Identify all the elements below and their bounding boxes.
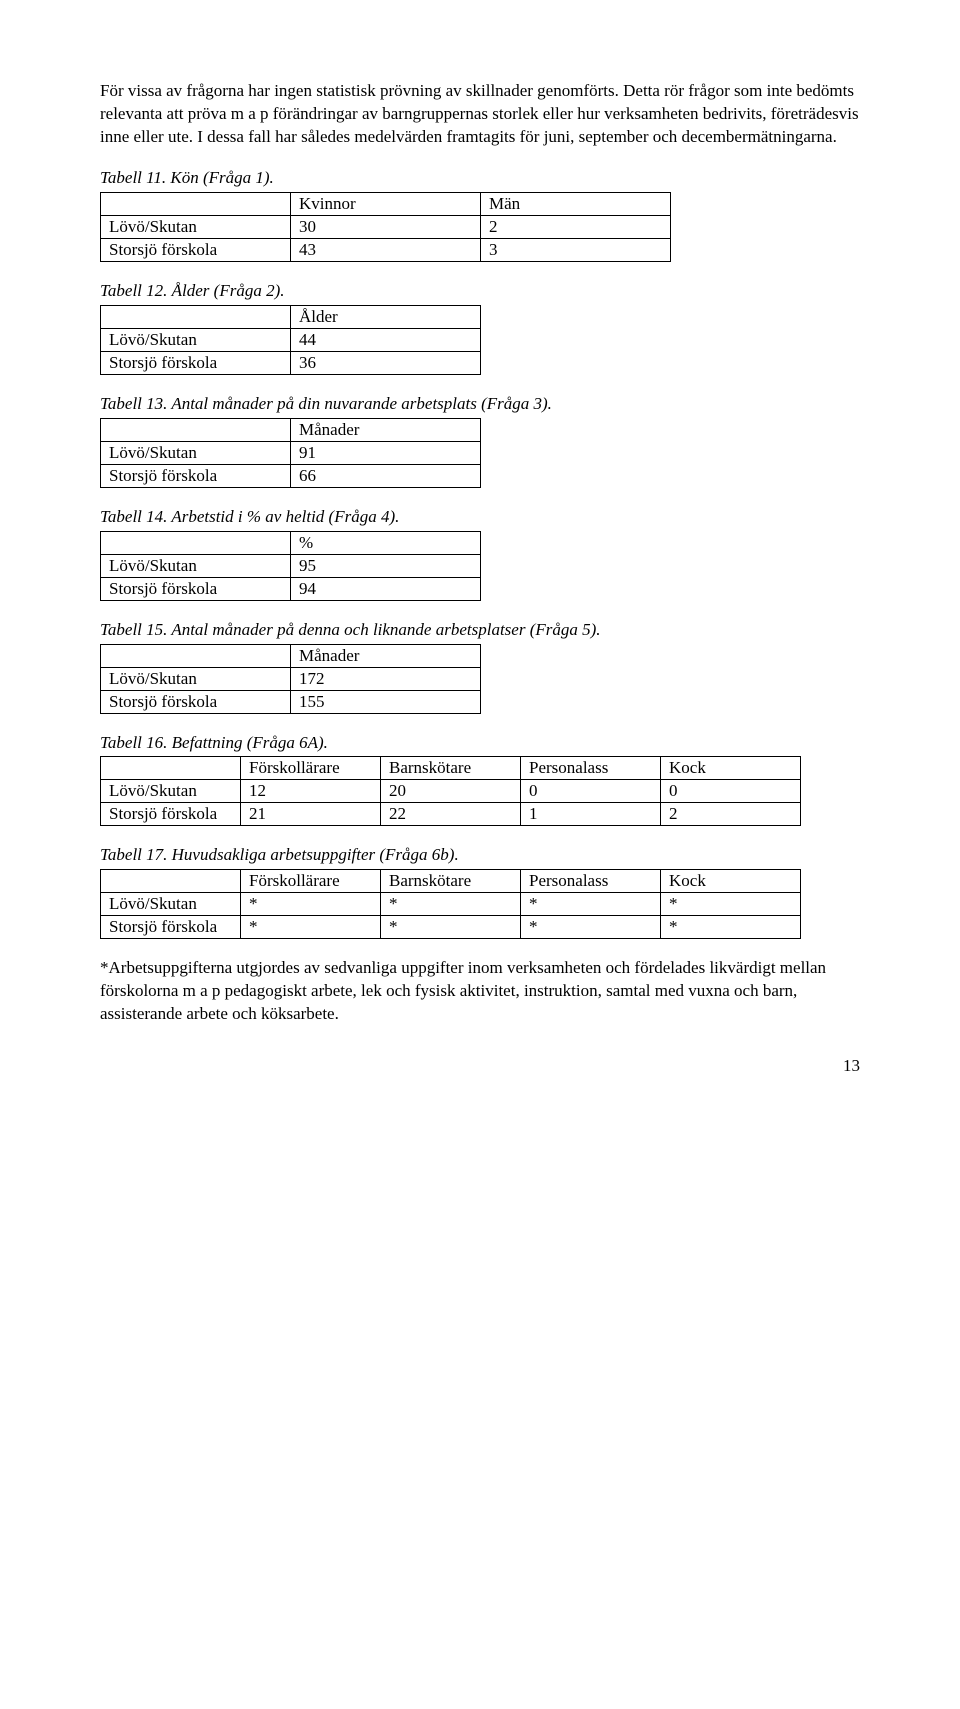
table17-r1-label: Lövö/Skutan — [101, 893, 241, 916]
table16-header-blank — [101, 757, 241, 780]
table15-r2-c1: 155 — [291, 690, 481, 713]
table11-header-man: Män — [481, 192, 671, 215]
table16-r2-c1: 21 — [241, 803, 381, 826]
table11-header-kvinnor: Kvinnor — [291, 192, 481, 215]
table13-header-manader: Månader — [291, 418, 481, 441]
table11-r1-c1: 30 — [291, 215, 481, 238]
table13: Månader Lövö/Skutan 91 Storsjö förskola … — [100, 418, 481, 488]
table16-r2-c2: 22 — [381, 803, 521, 826]
table12-header-blank — [101, 305, 291, 328]
table15: Månader Lövö/Skutan 172 Storsjö förskola… — [100, 644, 481, 714]
table11-r2-c2: 3 — [481, 238, 671, 261]
table12-r1-label: Lövö/Skutan — [101, 328, 291, 351]
table17-r2-c4: * — [661, 916, 801, 939]
table14-r2-c1: 94 — [291, 577, 481, 600]
table16-r1-c1: 12 — [241, 780, 381, 803]
table11-header-blank — [101, 192, 291, 215]
table12-header-alder: Ålder — [291, 305, 481, 328]
table15-r1-label: Lövö/Skutan — [101, 667, 291, 690]
table16-header-forskollarare: Förskollärare — [241, 757, 381, 780]
table15-caption: Tabell 15. Antal månader på denna och li… — [100, 619, 860, 642]
table16-r2-label: Storsjö förskola — [101, 803, 241, 826]
table17-header-kock: Kock — [661, 870, 801, 893]
table16-r2-c3: 1 — [521, 803, 661, 826]
intro-paragraph: För vissa av frågorna har ingen statisti… — [100, 80, 860, 149]
table16-r1-c2: 20 — [381, 780, 521, 803]
table14-header-percent: % — [291, 531, 481, 554]
footnote: *Arbetsuppgifterna utgjordes av sedvanli… — [100, 957, 860, 1026]
table13-r2-label: Storsjö förskola — [101, 464, 291, 487]
table17-header-forskollarare: Förskollärare — [241, 870, 381, 893]
table13-r1-label: Lövö/Skutan — [101, 441, 291, 464]
table17-header-blank — [101, 870, 241, 893]
table17-r1-c4: * — [661, 893, 801, 916]
table17-header-personalass: Personalass — [521, 870, 661, 893]
table17: Förskollärare Barnskötare Personalass Ko… — [100, 869, 801, 939]
table17-r1-c3: * — [521, 893, 661, 916]
table16: Förskollärare Barnskötare Personalass Ko… — [100, 756, 801, 826]
table16-r1-c3: 0 — [521, 780, 661, 803]
table17-r1-c2: * — [381, 893, 521, 916]
table15-r2-label: Storsjö förskola — [101, 690, 291, 713]
table17-r2-c2: * — [381, 916, 521, 939]
table17-r2-label: Storsjö förskola — [101, 916, 241, 939]
table11: Kvinnor Män Lövö/Skutan 30 2 Storsjö för… — [100, 192, 671, 262]
table17-r2-c1: * — [241, 916, 381, 939]
page-number: 13 — [100, 1056, 860, 1076]
table11-r1-label: Lövö/Skutan — [101, 215, 291, 238]
table16-r1-c4: 0 — [661, 780, 801, 803]
table17-caption: Tabell 17. Huvudsakliga arbetsuppgifter … — [100, 844, 860, 867]
table14-caption: Tabell 14. Arbetstid i % av heltid (Fråg… — [100, 506, 860, 529]
table11-r1-c2: 2 — [481, 215, 671, 238]
table16-header-barnskotare: Barnskötare — [381, 757, 521, 780]
table14: % Lövö/Skutan 95 Storsjö förskola 94 — [100, 531, 481, 601]
table16-caption: Tabell 16. Befattning (Fråga 6A). — [100, 732, 860, 755]
table11-r2-label: Storsjö förskola — [101, 238, 291, 261]
table15-header-blank — [101, 644, 291, 667]
table11-r2-c1: 43 — [291, 238, 481, 261]
table12: Ålder Lövö/Skutan 44 Storsjö förskola 36 — [100, 305, 481, 375]
table14-header-blank — [101, 531, 291, 554]
table13-r2-c1: 66 — [291, 464, 481, 487]
table11-caption: Tabell 11. Kön (Fråga 1). — [100, 167, 860, 190]
table12-caption: Tabell 12. Ålder (Fråga 2). — [100, 280, 860, 303]
table13-r1-c1: 91 — [291, 441, 481, 464]
table14-r1-c1: 95 — [291, 554, 481, 577]
table12-r1-c1: 44 — [291, 328, 481, 351]
table17-header-barnskotare: Barnskötare — [381, 870, 521, 893]
table16-header-kock: Kock — [661, 757, 801, 780]
table15-header-manader: Månader — [291, 644, 481, 667]
table17-r2-c3: * — [521, 916, 661, 939]
table13-header-blank — [101, 418, 291, 441]
table12-r2-c1: 36 — [291, 351, 481, 374]
table16-header-personalass: Personalass — [521, 757, 661, 780]
table13-caption: Tabell 13. Antal månader på din nuvarand… — [100, 393, 860, 416]
table16-r2-c4: 2 — [661, 803, 801, 826]
table14-r1-label: Lövö/Skutan — [101, 554, 291, 577]
table14-r2-label: Storsjö förskola — [101, 577, 291, 600]
table12-r2-label: Storsjö förskola — [101, 351, 291, 374]
table17-r1-c1: * — [241, 893, 381, 916]
table16-r1-label: Lövö/Skutan — [101, 780, 241, 803]
table15-r1-c1: 172 — [291, 667, 481, 690]
